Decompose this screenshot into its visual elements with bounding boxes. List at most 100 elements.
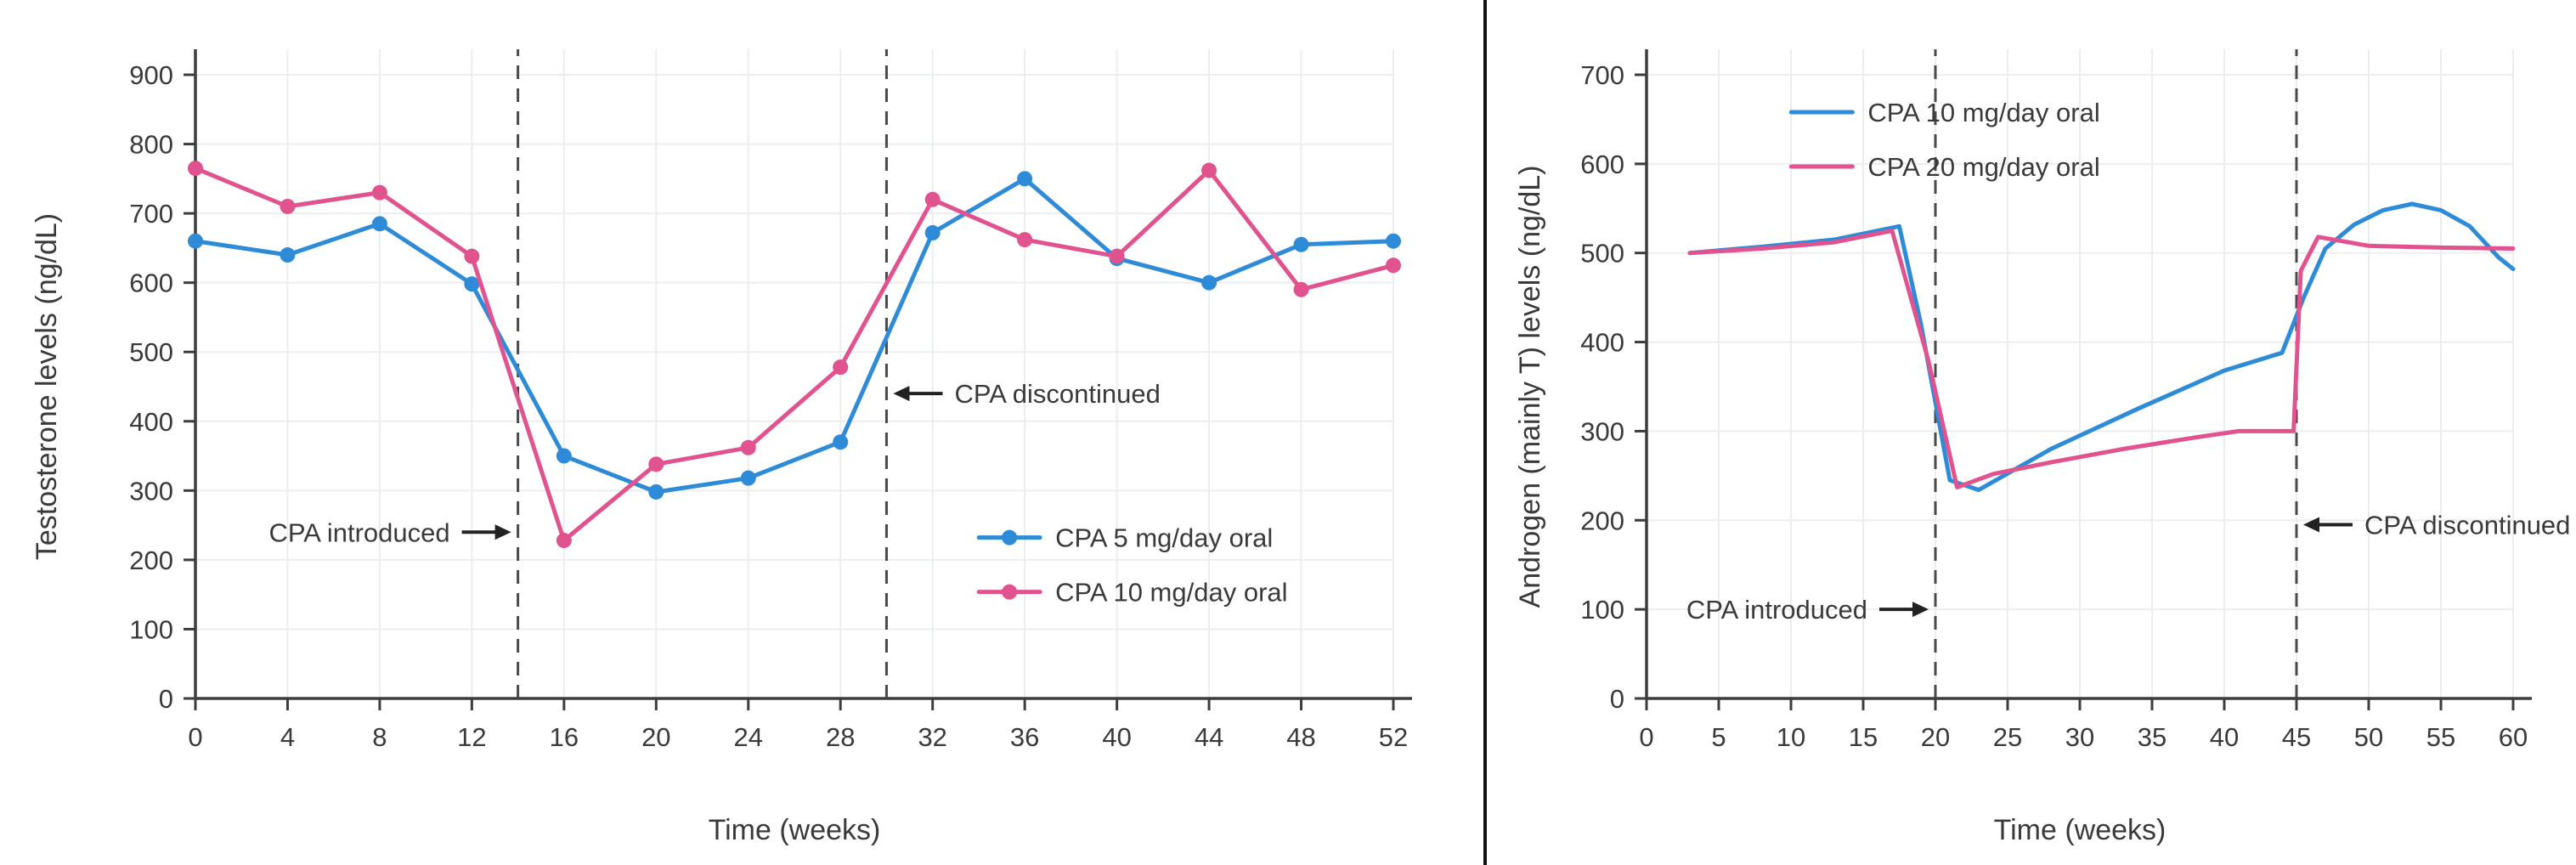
x-tick-label: 10 — [1777, 722, 1805, 752]
data-point — [188, 161, 203, 177]
y-axis-title: Testosterone levels (ng/dL) — [31, 213, 63, 560]
x-tick-label: 20 — [641, 722, 670, 752]
svg-text:CPA introduced: CPA introduced — [268, 517, 449, 547]
data-point — [833, 359, 849, 376]
y-tick-label: 500 — [1580, 239, 1624, 269]
svg-text:CPA discontinued: CPA discontinued — [954, 379, 1160, 409]
data-point — [924, 191, 941, 207]
data-point — [371, 184, 387, 201]
series-line — [1687, 201, 2516, 493]
y-tick-label: 600 — [129, 269, 173, 298]
x-tick-label: 15 — [1849, 722, 1878, 752]
y-tick-label: 200 — [1580, 506, 1624, 535]
x-tick-label: 40 — [1102, 722, 1131, 752]
data-point — [371, 216, 387, 232]
svg-text:CPA discontinued: CPA discontinued — [2364, 511, 2570, 540]
data-point — [188, 233, 203, 249]
legend-entry-cpa-10-mg-day-oral: CPA 10 mg/day oral — [976, 578, 1288, 608]
x-tick-label: 0 — [188, 722, 202, 752]
legend-marker — [1002, 529, 1018, 546]
x-tick-label: 30 — [2065, 722, 2094, 752]
legend-entry-cpa-20-mg-day-oral: CPA 20 mg/day oral — [1788, 152, 2100, 182]
data-point — [1017, 232, 1033, 248]
x-axis-title: Time (weeks) — [1994, 814, 2166, 846]
data-point — [1201, 274, 1217, 291]
axes: 0 5 10 15 20 25 30 35 40 45 50 55 600100200300400500… — [1580, 49, 2532, 752]
y-tick-label: 300 — [129, 476, 173, 506]
legend: CPA 5 mg/day oral CPA 10 mg/day oral — [976, 523, 1288, 608]
y-tick-label: 500 — [129, 337, 173, 367]
y-tick-label: 800 — [129, 130, 173, 160]
x-tick-label: 28 — [826, 722, 855, 752]
y-axis-title: Androgen (mainly T) levels (ng/dL) — [1514, 166, 1546, 608]
left-chart-panel: 0 4 8 12 16 20 24 28 32 36 40 44 48 52 0 100 200 300 400 50… — [31, 49, 1412, 846]
x-tick-label: 55 — [2426, 722, 2455, 752]
legend-label: CPA 10 mg/day oral — [1055, 578, 1287, 608]
data-point — [833, 434, 849, 450]
y-tick-label: 700 — [1580, 60, 1624, 90]
y-tick-label: 100 — [1580, 595, 1624, 625]
data-point — [1017, 171, 1033, 187]
x-tick-label: 4 — [280, 722, 295, 752]
x-tick-label: 20 — [1921, 722, 1950, 752]
y-tick-label: 100 — [129, 614, 173, 644]
annotation-cpa-discontinued: CPA discontinued — [893, 379, 1161, 409]
x-tick-label: 35 — [2138, 722, 2166, 752]
right-chart-panel: 0 5 10 15 20 25 30 35 40 45 50 55 60 0 100 200 300 400 500… — [1487, 0, 2576, 865]
x-tick-label: 48 — [1286, 722, 1315, 752]
data-point — [740, 470, 756, 486]
series-line — [193, 166, 1396, 543]
data-point — [1201, 162, 1217, 178]
x-axis-title: Time (weeks) — [709, 814, 881, 846]
data-point — [648, 483, 664, 500]
series-cpa-20-mg-day-oral — [1687, 229, 2516, 489]
x-tick-label: 40 — [2210, 722, 2239, 752]
svg-text:CPA introduced: CPA introduced — [1686, 595, 1867, 625]
legend-entry-cpa-5-mg-day-oral: CPA 5 mg/day oral — [976, 523, 1273, 553]
series-cpa-10-mg-day-oral — [1687, 201, 2516, 493]
axes: 0 4 8 12 16 20 24 28 32 36 40 44 48 52010020030040050… — [129, 49, 1412, 752]
legend: CPA 10 mg/day oral CPA 20 mg/day oral — [1788, 98, 2100, 182]
y-tick-label: 300 — [1580, 416, 1624, 446]
x-tick-label: 24 — [734, 722, 763, 752]
data-point — [1109, 248, 1125, 264]
legend-marker — [1002, 584, 1018, 600]
y-tick-label: 0 — [159, 684, 173, 714]
x-tick-label: 52 — [1379, 722, 1408, 752]
gridlines — [195, 49, 1394, 698]
data-point — [556, 533, 572, 549]
data-point — [280, 247, 296, 263]
x-tick-label: 16 — [550, 722, 579, 752]
annotation-cpa-introduced: CPA introduced — [1686, 595, 1929, 625]
data-point — [1293, 236, 1309, 252]
series-line — [1687, 229, 2516, 489]
x-tick-label: 5 — [1711, 722, 1726, 752]
annotation-cpa-introduced: CPA introduced — [268, 517, 511, 547]
testosterone-chart: 0 4 8 12 16 20 24 28 32 36 40 44 48 52010020030040050… — [31, 49, 1412, 846]
data-point — [924, 224, 941, 240]
data-point — [556, 448, 572, 464]
data-point — [740, 439, 756, 455]
x-tick-label: 44 — [1195, 722, 1223, 752]
legend-label: CPA 20 mg/day oral — [1867, 152, 2099, 182]
gridlines — [1647, 49, 2514, 698]
annotation-cpa-discontinued: CPA discontinued — [2303, 511, 2570, 540]
x-tick-label: 0 — [1639, 722, 1653, 752]
y-tick-label: 200 — [129, 546, 173, 575]
panel-divider — [1483, 0, 1487, 865]
data-point — [1386, 233, 1401, 249]
data-point — [280, 198, 296, 214]
x-tick-label: 12 — [457, 722, 486, 752]
y-tick-label: 700 — [129, 199, 173, 229]
data-point — [1386, 257, 1401, 274]
series-line — [193, 176, 1396, 495]
androgen-chart: 0 5 10 15 20 25 30 35 40 45 50 55 600100200300400500… — [1514, 49, 2570, 846]
x-tick-label: 8 — [372, 722, 387, 752]
legend-label: CPA 10 mg/day oral — [1867, 98, 2099, 127]
series-cpa-10-mg-day-oral — [188, 161, 1401, 549]
x-tick-label: 60 — [2499, 722, 2528, 752]
y-tick-label: 400 — [129, 407, 173, 437]
x-tick-label: 25 — [1993, 722, 2022, 752]
x-tick-label: 32 — [918, 722, 946, 752]
